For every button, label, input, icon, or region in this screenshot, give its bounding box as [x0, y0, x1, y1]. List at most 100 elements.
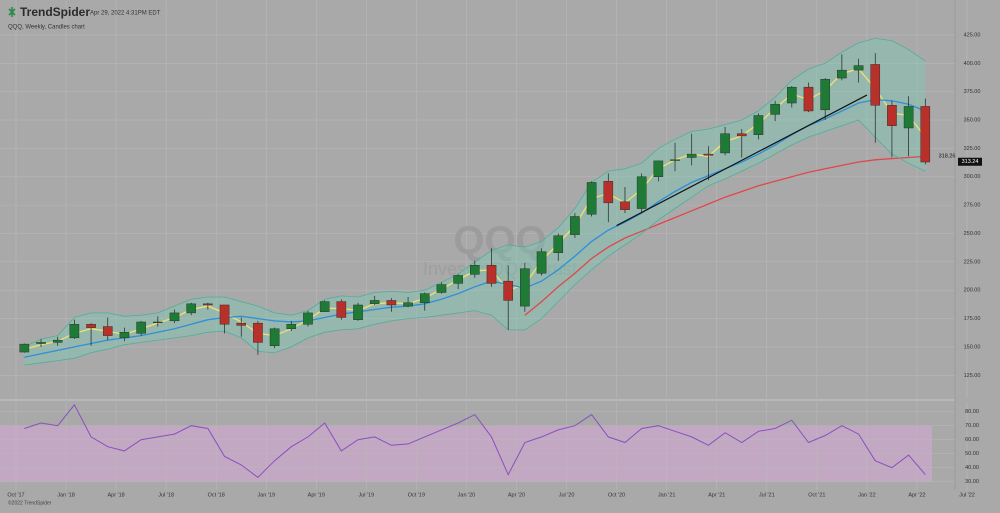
candle-body [69, 324, 80, 339]
x-tick-label: Jan '18 [57, 492, 75, 498]
watermark-symbol: QQQ [453, 219, 546, 263]
candle-body [303, 312, 313, 325]
x-tick-label: Jul '18 [158, 492, 174, 498]
x-tick-label: Oct '17 [7, 492, 24, 498]
candle-body [269, 328, 280, 347]
candle-body [603, 181, 614, 204]
candle-body [586, 182, 597, 215]
candle-body [870, 64, 881, 106]
x-tick-label: Apr '18 [107, 492, 124, 498]
y-tick-label: 125.00 [964, 373, 981, 379]
candle-body [52, 339, 63, 343]
x-tick-label: Jan '20 [458, 492, 476, 498]
candle-body [19, 343, 30, 353]
x-tick-label: Oct '19 [408, 492, 425, 498]
candle-body [436, 284, 447, 293]
x-tick-label: Jan '19 [257, 492, 275, 498]
logo: TrendSpider [8, 5, 90, 19]
candle-body [136, 321, 146, 334]
candle-body [353, 304, 363, 320]
y-tick-label: 325.00 [964, 146, 981, 152]
candle-body [403, 302, 413, 307]
candle-body [753, 115, 764, 135]
candle-body [703, 153, 714, 156]
chart-subtitle: QQQ, Weekly, Candles chart [8, 25, 85, 31]
candle-body [102, 326, 113, 336]
candle-body [203, 303, 213, 306]
y-tick-label: 225.00 [964, 259, 981, 265]
y-tick-label: 275.00 [964, 203, 981, 209]
candle-body [536, 251, 547, 274]
x-tick-label: Jan '21 [658, 492, 676, 498]
candle-body [903, 106, 914, 129]
y-tick-label: 175.00 [964, 316, 981, 322]
candle-body [470, 265, 480, 275]
y-tick-label: 80.00 [965, 409, 979, 415]
candle-body [920, 106, 931, 163]
candle-body [386, 300, 397, 306]
candle-body [686, 153, 697, 158]
y-tick-label: 30.00 [965, 479, 979, 485]
candle-body [720, 133, 730, 154]
last-price-badge [958, 157, 982, 166]
rsi-line [24, 403, 926, 479]
candle-body [486, 265, 497, 284]
candle-body [286, 324, 297, 329]
x-tick-label: Jul '21 [759, 492, 775, 498]
y-tick-label: 150.00 [964, 344, 981, 350]
candle-body [219, 304, 230, 325]
y-tick-label: 250.00 [964, 231, 981, 237]
candle-body [853, 65, 864, 71]
x-tick-label: Oct '20 [608, 492, 625, 498]
y-tick-label: 60.00 [965, 437, 979, 443]
copyright: ©2022 TrendSpider [8, 499, 52, 506]
candle-body [636, 176, 647, 209]
y-tick-label: 350.00 [964, 117, 981, 123]
y-tick-label: 70.00 [965, 423, 979, 429]
overlay-line [24, 98, 926, 358]
x-tick-label: Apr '19 [308, 492, 325, 498]
overlay-line [24, 119, 926, 366]
y-tick-label: 40.00 [965, 465, 979, 471]
candle-body [119, 331, 130, 339]
x-tick-label: Jul '22 [959, 492, 975, 498]
y-tick-label: 300.00 [964, 174, 981, 180]
plot-layer [19, 37, 931, 479]
candle-body [837, 69, 847, 79]
candle-body [169, 312, 180, 322]
candle-body [787, 86, 797, 104]
candle-body [520, 268, 530, 307]
logo-icon [8, 7, 16, 17]
candle-body [503, 280, 513, 301]
x-tick-label: Oct '21 [808, 492, 825, 498]
candle-body [770, 103, 780, 115]
candle-body [620, 201, 630, 210]
candle-body [887, 105, 897, 126]
candle-body [653, 160, 664, 177]
candle-body [553, 235, 564, 253]
overlay-line [524, 155, 926, 316]
logo-text: TrendSpider [20, 5, 90, 19]
x-tick-label: Apr '22 [908, 492, 925, 498]
y-tick-label: 50.00 [965, 451, 979, 457]
x-tick-label: Jan '22 [858, 492, 876, 498]
y-tick-label: 375.00 [964, 89, 981, 95]
candle-body [319, 301, 330, 312]
trend-line [616, 94, 868, 227]
candle-body [36, 342, 46, 344]
candle-body [736, 133, 747, 137]
timestamp: Apr 29, 2022 4:31PM EDT [90, 11, 161, 17]
x-tick-label: Apr '20 [508, 492, 525, 498]
x-tick-label: Jul '20 [559, 492, 575, 498]
candle-body [86, 324, 96, 328]
candle-body [236, 322, 247, 326]
last-price-label: 313.24 [962, 159, 979, 165]
candle-body [419, 293, 430, 303]
price-label: 318.26 [939, 154, 956, 160]
candle-body [336, 301, 347, 318]
candle-body [453, 275, 463, 284]
y-tick-label: 200.00 [964, 288, 981, 294]
